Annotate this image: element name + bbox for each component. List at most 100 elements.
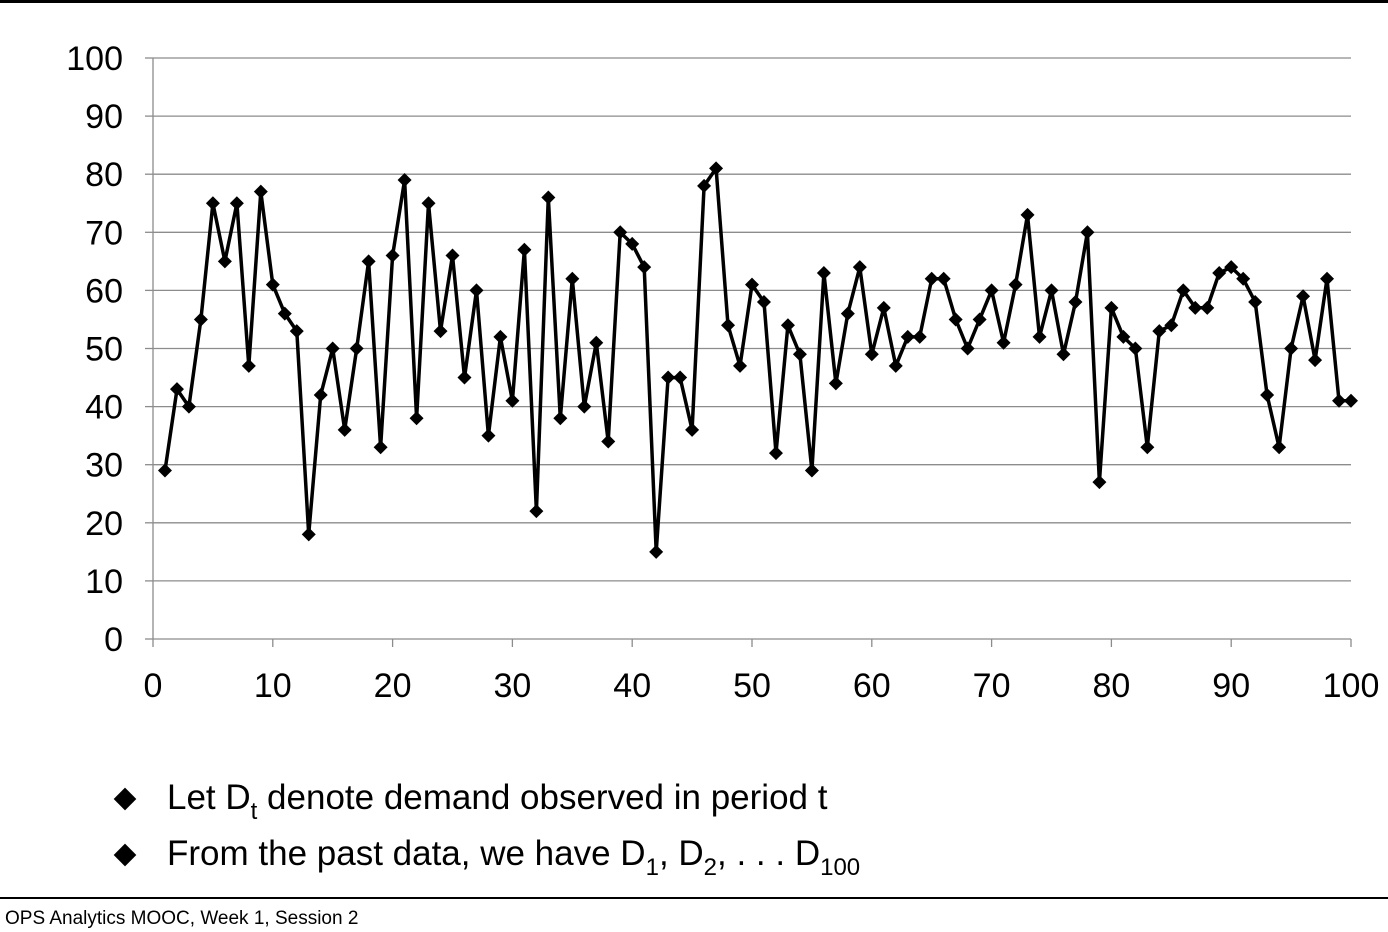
data-point-marker bbox=[1212, 265, 1227, 280]
x-tick-label: 90 bbox=[1212, 667, 1250, 705]
data-point-marker bbox=[349, 341, 364, 356]
data-point-marker bbox=[577, 399, 592, 414]
data-point-marker bbox=[1332, 393, 1347, 408]
footer-caption: OPS Analytics MOOC, Week 1, Session 2 bbox=[5, 908, 359, 929]
data-point-marker bbox=[1068, 295, 1083, 310]
top-rule bbox=[0, 0, 1388, 3]
y-tick-label: 20 bbox=[85, 505, 123, 543]
data-point-marker bbox=[661, 370, 676, 385]
data-point-marker bbox=[1284, 341, 1299, 356]
x-axis-tick-labels: 0 10 20 30 40 50 60 70 80 90 100 bbox=[144, 667, 1380, 705]
data-point-marker bbox=[289, 324, 304, 339]
y-tick-label: 10 bbox=[85, 563, 123, 601]
data-point-marker bbox=[1224, 260, 1239, 275]
data-point-marker bbox=[1104, 300, 1119, 315]
data-point-marker bbox=[553, 411, 568, 426]
data-point-marker bbox=[169, 382, 184, 397]
subscript-t: t bbox=[250, 798, 258, 825]
data-point-marker bbox=[229, 196, 244, 211]
y-tick-label: 80 bbox=[85, 156, 123, 194]
data-point-marker bbox=[876, 300, 891, 315]
data-point-marker bbox=[1116, 329, 1131, 344]
data-point-marker bbox=[1272, 440, 1287, 455]
x-tick-label: 10 bbox=[254, 667, 292, 705]
data-point-marker bbox=[1056, 347, 1071, 362]
y-tick-label: 60 bbox=[85, 272, 123, 310]
demand-line-chart: 0 10 20 30 40 50 60 70 80 90 100 0 10 20 30 40 50 60 70 80… bbox=[66, 40, 1380, 705]
data-point-marker bbox=[1020, 207, 1035, 222]
data-point-marker bbox=[589, 335, 604, 350]
data-point-marker bbox=[1248, 295, 1263, 310]
data-point-marker bbox=[1188, 300, 1203, 315]
data-point-marker bbox=[1200, 300, 1215, 315]
x-tick-label: 0 bbox=[144, 667, 163, 705]
data-point-marker bbox=[637, 260, 652, 275]
chart-axes bbox=[145, 57, 1352, 647]
data-point-marker bbox=[601, 434, 616, 449]
data-point-marker bbox=[1344, 393, 1358, 408]
x-tick-label: 20 bbox=[374, 667, 412, 705]
data-point-marker bbox=[217, 254, 232, 269]
data-point-marker bbox=[697, 178, 712, 193]
x-tick-label: 50 bbox=[733, 667, 771, 705]
diamond-bullet-icon bbox=[113, 843, 137, 867]
bullet-text-part: , D bbox=[658, 834, 704, 873]
data-point-marker bbox=[792, 347, 807, 362]
x-tick-label: 40 bbox=[613, 667, 651, 705]
y-tick-label: 100 bbox=[66, 40, 123, 78]
data-point-marker bbox=[337, 422, 352, 437]
data-point-marker bbox=[685, 422, 700, 437]
data-point-marker bbox=[193, 312, 208, 327]
y-axis-tick-labels: 0 10 20 30 40 50 60 70 80 90 100 bbox=[66, 40, 123, 659]
x-tick-label: 30 bbox=[493, 667, 531, 705]
data-point-marker bbox=[1164, 318, 1179, 333]
bullet-text-past-data: From the past data, we have D1, D2, . . … bbox=[167, 831, 860, 880]
data-point-marker bbox=[888, 358, 903, 373]
data-point-marker bbox=[1320, 271, 1335, 286]
data-point-marker bbox=[541, 190, 556, 205]
bullet-text-definition: Let Dt denote demand observed in period … bbox=[167, 775, 827, 824]
data-point-marker bbox=[385, 248, 400, 263]
data-point-marker bbox=[361, 254, 376, 269]
data-point-marker bbox=[241, 358, 256, 373]
data-point-marker bbox=[493, 329, 508, 344]
data-point-marker bbox=[613, 225, 628, 240]
x-tick-label: 80 bbox=[1092, 667, 1130, 705]
data-point-marker bbox=[804, 463, 819, 478]
bullet-text-part: , . . . D bbox=[717, 834, 821, 873]
data-point-marker bbox=[373, 440, 388, 455]
data-point-marker bbox=[301, 527, 316, 542]
subscript-2: 2 bbox=[703, 854, 718, 881]
subscript-1: 1 bbox=[645, 854, 659, 881]
data-point-marker bbox=[445, 248, 460, 263]
y-tick-label: 90 bbox=[85, 98, 123, 136]
data-point-marker bbox=[709, 161, 724, 176]
data-point-marker bbox=[277, 306, 292, 321]
data-point-marker bbox=[313, 387, 328, 402]
data-point-marker bbox=[505, 393, 520, 408]
data-point-marker bbox=[936, 271, 951, 286]
data-point-marker bbox=[1176, 283, 1191, 298]
data-point-marker bbox=[529, 504, 544, 519]
data-point-marker bbox=[1140, 440, 1155, 455]
data-point-marker bbox=[1092, 475, 1107, 490]
data-point-marker bbox=[745, 277, 759, 292]
data-point-marker bbox=[517, 242, 532, 257]
data-point-marker bbox=[565, 271, 580, 286]
data-point-marker bbox=[948, 312, 963, 327]
data-point-marker bbox=[433, 324, 448, 339]
data-point-marker bbox=[397, 173, 412, 188]
data-point-marker bbox=[1044, 283, 1059, 298]
data-point-marker bbox=[157, 463, 172, 478]
y-tick-label: 70 bbox=[85, 214, 123, 252]
y-tick-label: 40 bbox=[85, 389, 123, 427]
data-point-marker bbox=[984, 283, 999, 298]
data-point-marker bbox=[1152, 324, 1167, 339]
data-point-marker bbox=[756, 295, 771, 310]
data-point-marker bbox=[1260, 387, 1275, 402]
data-point-marker bbox=[1008, 277, 1023, 292]
data-point-marker bbox=[816, 265, 831, 280]
y-tick-label: 30 bbox=[85, 447, 123, 485]
footer-rule bbox=[0, 897, 1388, 899]
data-point-marker bbox=[768, 446, 783, 461]
